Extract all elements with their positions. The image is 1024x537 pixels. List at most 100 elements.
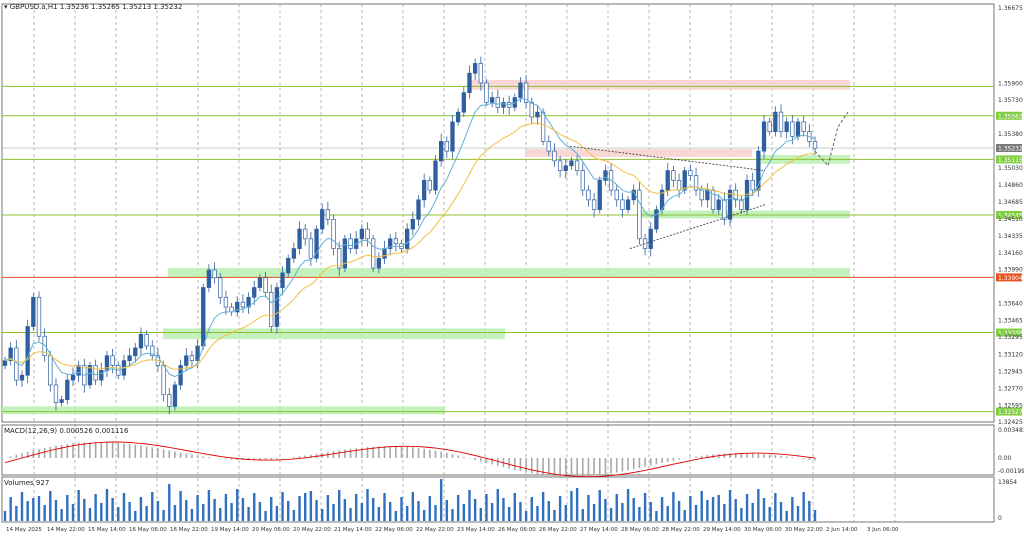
macd-histogram-bar	[378, 446, 380, 458]
volume-bar	[298, 496, 301, 521]
macd-histogram-bar	[60, 444, 63, 458]
macd-histogram-bar	[814, 458, 816, 461]
volume-bar	[592, 504, 596, 521]
volume-bar	[94, 494, 97, 521]
macd-histogram-bar	[77, 442, 80, 458]
macd-histogram-bar	[666, 458, 669, 462]
macd-histogram-bar	[66, 444, 69, 458]
macd-histogram-bar	[740, 453, 743, 458]
macd-histogram-bar	[372, 446, 374, 458]
volume-bar	[71, 504, 75, 521]
volume-bar	[26, 501, 29, 521]
macd-histogram-bar	[802, 458, 805, 459]
macd-histogram-bar	[140, 445, 142, 458]
candle-body	[36, 296, 42, 337]
volume-bar	[507, 507, 511, 521]
volume-bar	[445, 500, 449, 521]
price-axis-label: 1.32425	[998, 419, 1023, 426]
macd-histogram-bar	[570, 458, 573, 477]
volume-bar	[813, 510, 817, 521]
candle-body	[586, 189, 591, 201]
candle-body	[620, 199, 625, 210]
macd-histogram-bar	[230, 458, 233, 460]
price-tag-label: 1.33904	[998, 275, 1023, 282]
volume-bar	[207, 490, 211, 521]
macd-histogram-bar	[519, 458, 522, 472]
candle-body	[218, 277, 223, 298]
volume-bar	[575, 488, 579, 521]
price-axis-label: 1.34685	[998, 199, 1023, 206]
time-axis-label: 28 May 06:00	[621, 527, 659, 533]
macd-histogram-bar	[434, 450, 437, 458]
macd-histogram-bar	[196, 455, 199, 458]
macd-histogram-bar	[298, 456, 301, 458]
volume-bar	[3, 511, 7, 521]
ema-fast-line	[4, 97, 816, 378]
volume-bar	[626, 489, 630, 521]
candle-body	[773, 111, 778, 132]
volume-bar	[439, 479, 443, 521]
macd-histogram-bar	[689, 457, 692, 458]
volume-bar	[139, 497, 143, 521]
candle-body	[59, 399, 64, 403]
candle-body	[195, 345, 200, 361]
volume-bar	[779, 502, 783, 521]
macd-histogram-bar	[361, 447, 363, 458]
macd-histogram-bar	[644, 458, 646, 467]
candle-body	[150, 345, 155, 357]
candle-body	[591, 199, 597, 210]
price-tag-label: 1.34545	[998, 212, 1023, 219]
price-tag	[996, 273, 1022, 282]
price-zone	[2, 406, 445, 415]
volume-bar	[105, 489, 109, 521]
macd-histogram-bar	[117, 442, 120, 458]
macd-histogram-bar	[700, 455, 703, 458]
volume-bar	[530, 497, 533, 521]
time-axis-label: 19 May 14:00	[211, 527, 249, 533]
volume-bar	[219, 508, 222, 521]
volume-bar	[145, 506, 148, 521]
dropdown-icon[interactable]: ▾	[4, 3, 8, 11]
macd-histogram-bar	[751, 453, 754, 458]
volume-bar	[287, 501, 290, 521]
price-zone	[470, 80, 850, 90]
ohlc-values: 1.35236 1.35265 1.35213 1.35232	[59, 3, 183, 11]
volume-bar	[54, 500, 58, 521]
volume-bar	[728, 490, 732, 521]
volume-bar	[485, 494, 488, 521]
macd-histogram-bar	[678, 458, 680, 460]
macd-histogram-bar	[729, 453, 731, 458]
volume-bar	[666, 506, 669, 521]
macd-histogram-bar	[536, 458, 539, 475]
macd-histogram-bar	[774, 455, 777, 458]
candle-body	[557, 160, 563, 171]
macd-axis-label: 0.003481	[998, 427, 1024, 434]
volume-bar	[689, 496, 692, 521]
macd-histogram-bar	[480, 458, 482, 462]
candle-body	[31, 296, 36, 327]
volume-bar	[60, 509, 63, 521]
macd-histogram-bar	[349, 448, 352, 458]
volume-bar	[173, 505, 177, 521]
volume-bar	[343, 499, 347, 521]
macd-histogram-bar	[72, 443, 74, 458]
time-axis-label: 15 May 14:00	[88, 527, 126, 533]
candle-body	[535, 111, 540, 118]
candle-body	[597, 180, 602, 210]
volume-bar	[270, 497, 273, 521]
candle-body	[172, 384, 178, 407]
volume-bar	[253, 493, 256, 521]
macd-histogram-bar	[208, 457, 210, 458]
macd-histogram-bar	[383, 446, 386, 458]
macd-histogram-bar	[474, 458, 476, 460]
macd-histogram-bar	[791, 457, 794, 458]
volume-bar	[185, 500, 188, 521]
candle-body	[484, 82, 489, 103]
volume-bar	[213, 499, 216, 521]
macd-histogram-bar	[768, 454, 771, 458]
price-axis-label: 1.32595	[998, 402, 1023, 409]
candle-body	[291, 248, 297, 259]
macd-histogram-bar	[485, 458, 488, 463]
